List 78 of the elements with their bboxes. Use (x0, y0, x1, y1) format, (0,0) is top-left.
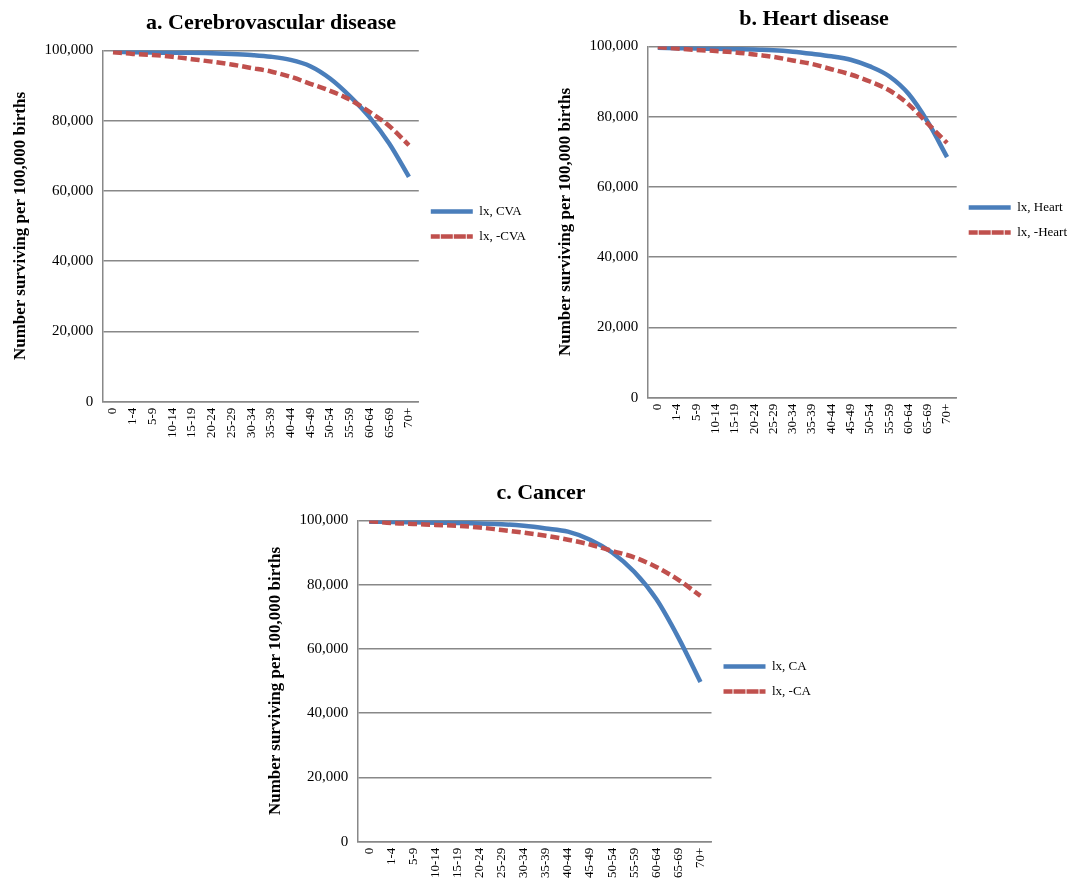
x-tick-label: 70+ (400, 407, 416, 429)
x-tick-label: 60-64 (647, 847, 663, 879)
legend-label: lx, -CVA (479, 227, 527, 243)
line-series (110, 50, 412, 148)
x-tick-label: 15-19 (183, 407, 199, 439)
x-tick-label: 5-9 (143, 407, 159, 426)
x-tick-label: 65-69 (669, 847, 685, 879)
x-tick-label: 60-64 (899, 403, 915, 435)
y-tick-label: 40,000 (596, 248, 639, 265)
y-tick-label: 60,000 (51, 181, 94, 198)
x-tick-label: 45-49 (842, 403, 858, 435)
x-tick-label: 25-29 (493, 847, 509, 879)
legend-label: lx, CVA (479, 202, 523, 218)
x-tick-label: 35-39 (537, 847, 553, 879)
x-tick-label: 10-14 (426, 847, 442, 879)
x-tick-label: 35-39 (262, 407, 278, 439)
x-tick-label: 20-24 (745, 403, 761, 435)
x-tick-label: 20-24 (203, 407, 219, 439)
x-tick-label: 0 (360, 847, 376, 855)
x-tick-label: 25-29 (222, 407, 238, 439)
legend-label: lx, -Heart (1017, 223, 1068, 239)
x-tick-label: 35-39 (803, 403, 819, 435)
x-tick-label: 15-19 (726, 403, 742, 435)
x-tick-label: 65-69 (919, 403, 935, 435)
y-tick-label: 20,000 (306, 768, 349, 785)
y-tick-label: 80,000 (596, 107, 639, 124)
x-tick-label: 40-44 (822, 403, 838, 435)
x-tick-label: 1-4 (668, 403, 684, 422)
legend-label: lx, CA (772, 657, 808, 673)
x-tick-label: 1-4 (124, 407, 140, 426)
x-tick-label: 15-19 (448, 847, 464, 879)
x-tick-label: 30-34 (242, 407, 258, 439)
x-tick-label: 55-59 (341, 407, 357, 439)
y-tick-label: 100,000 (589, 37, 639, 54)
x-tick-label: 10-14 (163, 407, 179, 439)
y-axis-title: Number surviving per 100,000 births (264, 546, 284, 816)
y-tick-label: 0 (340, 832, 349, 849)
line-series (366, 520, 703, 599)
chart-title: a. Cerebrovascular disease (146, 8, 397, 34)
x-tick-label: 45-49 (301, 407, 317, 439)
x-tick-label: 50-54 (603, 847, 619, 879)
x-tick-label: 0 (104, 407, 120, 415)
chart-title: c. Cancer (496, 478, 586, 504)
x-tick-label: 65-69 (380, 407, 396, 439)
x-tick-label: 55-59 (625, 847, 641, 879)
x-tick-label: 5-9 (687, 403, 703, 422)
chart-title: b. Heart disease (739, 4, 890, 30)
x-tick-label: 55-59 (880, 403, 896, 435)
legend-label: lx, Heart (1017, 198, 1064, 214)
x-tick-label: 0 (649, 403, 665, 411)
y-tick-label: 20,000 (596, 318, 639, 335)
y-tick-label: 100,000 (299, 511, 349, 528)
y-tick-label: 60,000 (596, 177, 639, 194)
y-tick-label: 60,000 (306, 639, 349, 656)
y-tick-label: 40,000 (51, 252, 94, 269)
x-tick-label: 50-54 (861, 403, 877, 435)
x-tick-label: 30-34 (515, 847, 531, 879)
y-axis-title: Number surviving per 100,000 births (9, 91, 29, 361)
y-tick-label: 20,000 (51, 322, 94, 339)
legend-label: lx, -CA (772, 682, 812, 698)
x-tick-label: 1-4 (382, 847, 398, 866)
x-tick-label: 45-49 (581, 847, 597, 879)
y-tick-label: 80,000 (306, 575, 349, 592)
y-tick-label: 100,000 (44, 41, 94, 58)
x-tick-label: 50-54 (321, 407, 337, 439)
x-tick-label: 30-34 (784, 403, 800, 435)
y-tick-label: 40,000 (306, 704, 349, 721)
x-tick-label: 70+ (938, 403, 954, 425)
x-tick-label: 10-14 (707, 403, 723, 435)
x-tick-label: 20-24 (471, 847, 487, 879)
y-axis-title: Number surviving per 100,000 births (554, 87, 574, 357)
x-tick-label: 40-44 (559, 847, 575, 879)
x-tick-label: 40-44 (281, 407, 297, 439)
y-tick-label: 80,000 (51, 111, 94, 128)
x-tick-label: 25-29 (764, 403, 780, 435)
x-tick-label: 70+ (691, 847, 707, 869)
x-tick-label: 5-9 (404, 847, 420, 866)
x-tick-label: 60-64 (360, 407, 376, 439)
